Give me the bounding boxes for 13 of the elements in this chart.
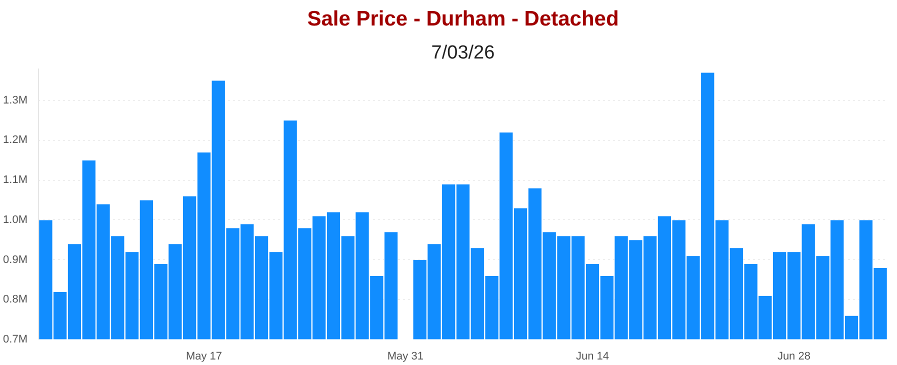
chart-title: Sale Price - Durham - Detached (307, 8, 619, 30)
y-tick-label: 0.9M (3, 254, 28, 266)
y-tick-label: 1.1M (3, 174, 28, 186)
x-tick-label: Jun 14 (576, 350, 610, 362)
x-tick-label: Jun 28 (777, 350, 810, 362)
x-tick-label: May 31 (387, 350, 424, 362)
y-tick-label: 1.3M (3, 94, 28, 106)
y-tick-label: 1.0M (3, 214, 28, 226)
chart-subtitle: 7/03/26 (431, 42, 495, 64)
y-tick-label: 0.7M (3, 334, 28, 346)
y-tick-label: 0.8M (3, 294, 28, 306)
y-tick-label: 1.2M (3, 134, 28, 146)
x-tick-label: May 17 (186, 350, 222, 362)
